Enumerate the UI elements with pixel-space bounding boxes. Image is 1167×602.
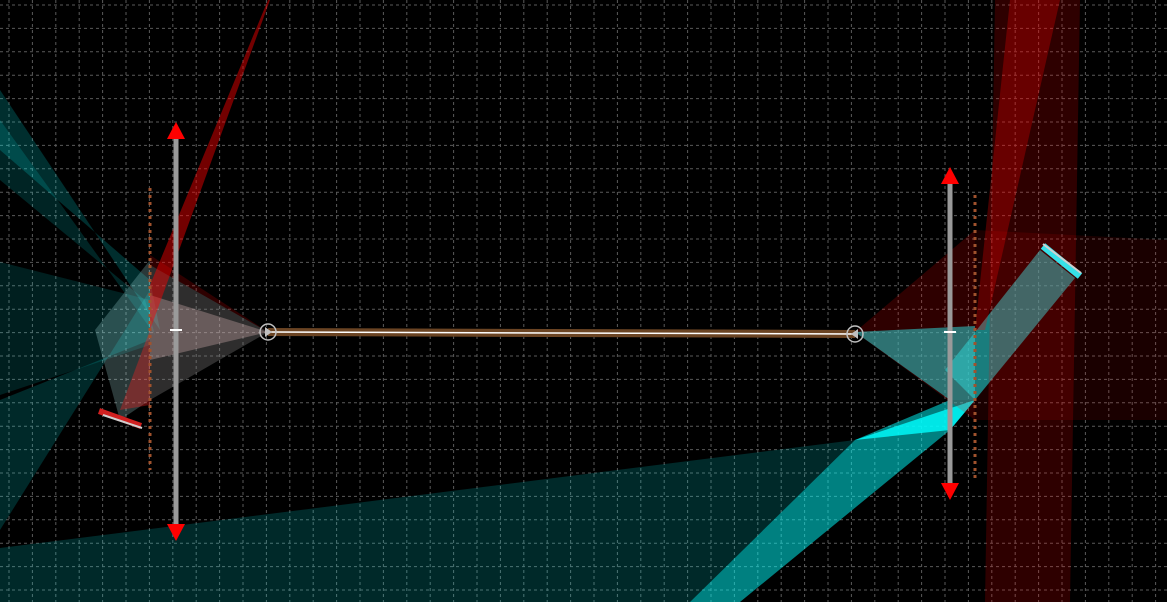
source-endpoint-icon[interactable]: [259, 323, 277, 341]
red-beam-left-top: [150, 0, 270, 330]
arrow-down-icon[interactable]: [167, 524, 185, 541]
source-arrow-icon: [851, 329, 858, 339]
red-beam-left-reflect: [120, 330, 150, 410]
white-fan-left-to-source: [150, 295, 268, 360]
cyan-fan-right-source: [855, 326, 975, 400]
mirror-left[interactable]: [97, 408, 143, 429]
source-arrow-icon: [265, 327, 272, 337]
cyan-beam-right-crossing: [690, 400, 975, 602]
lens-right[interactable]: [941, 167, 977, 500]
cyan-fan-left-to-source: [150, 265, 268, 400]
arrow-up-icon[interactable]: [941, 167, 959, 184]
fiber-endpoint-right[interactable]: [846, 325, 864, 343]
cyan-beam-left-upper-core: [0, 120, 155, 335]
red-beam-left-fan: [150, 255, 268, 400]
cyan-beam-right-wide: [0, 440, 855, 602]
red-beam-right-fan: [855, 230, 975, 420]
arrow-down-icon[interactable]: [941, 483, 959, 500]
cyan-beam-left-horizontal: [0, 262, 150, 395]
red-beam-right-core: [975, 0, 1060, 330]
cyan-beam-left-cross: [95, 260, 150, 420]
lens-left[interactable]: [148, 122, 185, 541]
arrow-up-icon[interactable]: [167, 122, 185, 139]
mirror-right[interactable]: [1040, 243, 1083, 279]
cyan-beam-right-to-mirror: [945, 250, 1075, 400]
source-endpoint-icon[interactable]: [846, 325, 864, 343]
fiber-endpoint-left[interactable]: [259, 323, 277, 341]
cyan-beam-left-lower: [0, 290, 150, 530]
fiber-link[interactable]: [267, 328, 856, 338]
cyan-beam-right-bright: [855, 400, 975, 440]
red-beam-right-spread: [975, 230, 1167, 420]
cyan-beam-left-upper: [0, 90, 160, 330]
red-beam-right-vertical: [985, 0, 1080, 602]
